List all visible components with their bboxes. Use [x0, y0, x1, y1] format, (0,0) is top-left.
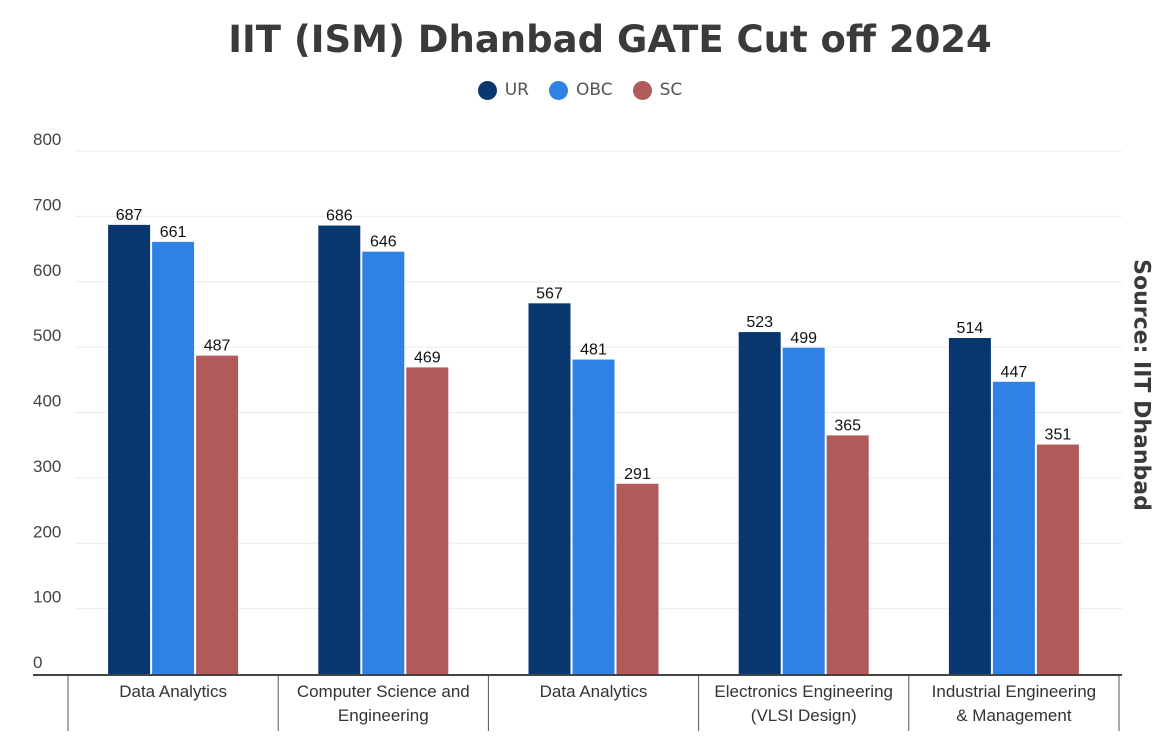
legend-label: SC: [659, 80, 683, 100]
legend-swatch: [548, 80, 568, 100]
data-label: 661: [160, 224, 187, 241]
data-label: 523: [746, 314, 773, 331]
bar-obc: [782, 347, 825, 674]
x-tick-label: Data Analytics: [119, 682, 227, 701]
data-label: 499: [790, 330, 817, 347]
bar-ur: [318, 225, 361, 674]
bar-sc: [196, 355, 239, 674]
bar-ur: [948, 337, 991, 674]
data-label: 351: [1045, 427, 1072, 444]
legend-item-ur: UR: [477, 80, 529, 100]
y-tick-label: 500: [33, 326, 61, 345]
bar-ur: [738, 332, 781, 674]
x-tick-label: Electronics Engineering: [714, 682, 893, 701]
data-label: 514: [957, 320, 984, 337]
x-tick-label: & Management: [956, 706, 1072, 725]
chart-title: IIT (ISM) Dhanbad GATE Cut off 2024: [228, 18, 992, 61]
data-label: 469: [414, 349, 441, 366]
bar-obc: [362, 251, 405, 675]
data-label: 686: [326, 208, 353, 225]
legend-swatch: [477, 80, 497, 100]
data-label: 687: [116, 207, 143, 224]
bar-ur: [108, 224, 151, 674]
data-label: 646: [370, 234, 397, 251]
bar-obc: [572, 359, 615, 674]
bar-sc: [1036, 444, 1079, 674]
x-tick-label: Industrial Engineering: [932, 682, 1096, 701]
x-tick-label: Computer Science and: [297, 682, 470, 701]
bar-ur: [528, 303, 571, 674]
y-tick-label: 700: [33, 195, 61, 214]
bar-sc: [406, 367, 449, 674]
y-tick-label: 300: [33, 457, 61, 476]
legend-label: OBC: [575, 80, 613, 100]
data-label: 291: [624, 466, 651, 483]
bar-obc: [992, 381, 1035, 674]
x-tick-label: Data Analytics: [540, 682, 648, 701]
legend: UR OBC SC: [0, 80, 1160, 100]
legend-item-sc: SC: [632, 80, 683, 100]
legend-swatch: [632, 80, 652, 100]
legend-label: UR: [504, 80, 529, 100]
bar-sc: [826, 435, 869, 674]
y-tick-label: 800: [33, 130, 61, 149]
y-tick-label: 100: [33, 588, 61, 607]
data-label: 487: [204, 338, 231, 355]
x-tick-label: Engineering: [338, 706, 429, 725]
data-label: 567: [536, 285, 563, 302]
legend-item-obc: OBC: [548, 80, 613, 100]
y-tick-label: 0: [33, 653, 42, 672]
y-tick-label: 200: [33, 522, 61, 541]
y-tick-label: 400: [33, 392, 61, 411]
data-label: 365: [834, 417, 861, 434]
data-label: 447: [1001, 364, 1028, 381]
y-tick-label: 600: [33, 261, 61, 280]
bar-obc: [152, 241, 195, 674]
data-label: 481: [580, 342, 607, 359]
bar-sc: [616, 483, 659, 674]
x-tick-label: (VLSI Design): [751, 706, 857, 725]
